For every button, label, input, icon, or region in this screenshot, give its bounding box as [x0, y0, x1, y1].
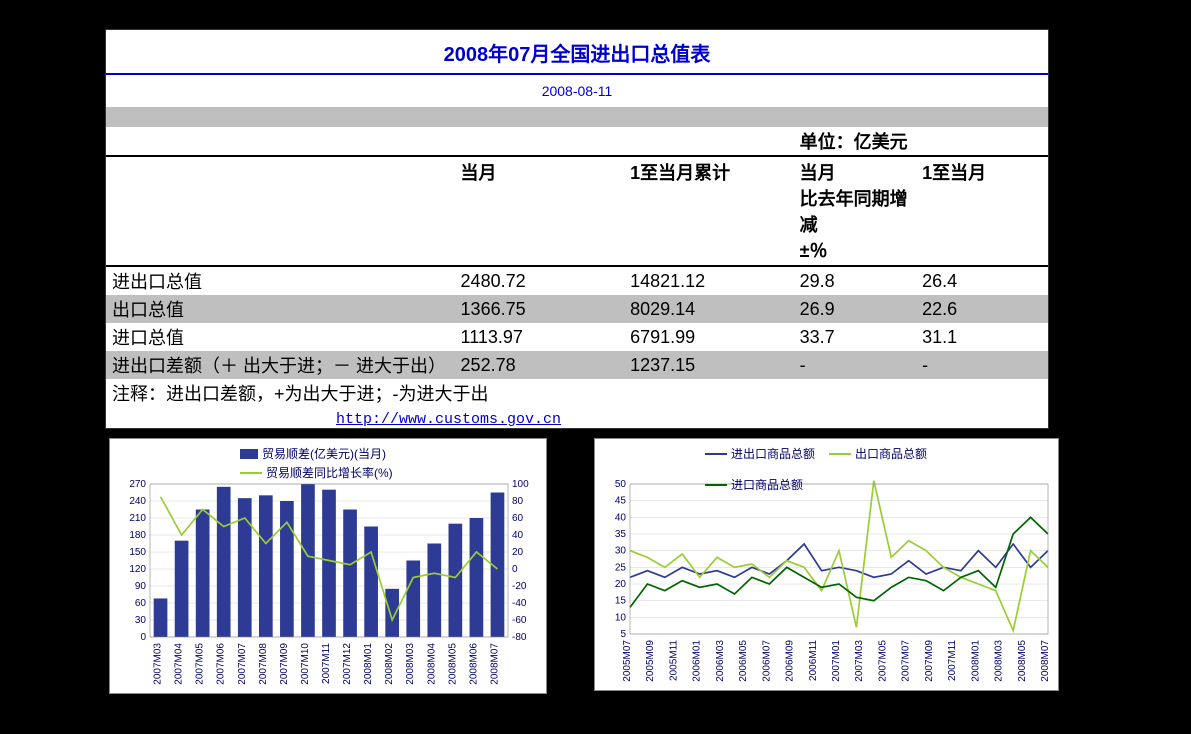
svg-text:25: 25 [615, 562, 627, 573]
svg-text:0: 0 [512, 564, 518, 575]
legend-item: 进出口商品总额 [705, 445, 815, 462]
header-col4: 当月 比去年同期增减 ±％ [794, 156, 916, 266]
svg-text:2008M01: 2008M01 [363, 643, 374, 685]
svg-text:2007M09: 2007M09 [924, 640, 935, 682]
svg-text:30: 30 [135, 615, 147, 626]
trade-table-panel: 2008年07月全国进出口总值表 2008-08-11 单位：亿美元 当月 1至… [105, 29, 1049, 429]
svg-text:20: 20 [615, 579, 627, 590]
svg-text:-80: -80 [512, 632, 527, 643]
svg-text:2008M03: 2008M03 [405, 643, 416, 685]
svg-text:2007M11: 2007M11 [321, 643, 332, 684]
svg-text:2007M07: 2007M07 [901, 640, 912, 682]
svg-text:2007M08: 2007M08 [258, 643, 269, 685]
svg-text:270: 270 [129, 479, 146, 490]
svg-text:0: 0 [140, 632, 146, 643]
svg-text:2006M07: 2006M07 [761, 640, 772, 682]
svg-text:2008M03: 2008M03 [994, 640, 1005, 682]
svg-text:2008M02: 2008M02 [384, 643, 395, 685]
svg-text:50: 50 [615, 479, 627, 490]
note-row: 注释：进出口差额，+为出大于进；-为进大于出 [106, 379, 1048, 407]
svg-text:2008M06: 2008M06 [468, 643, 479, 685]
svg-text:2007M05: 2007M05 [877, 640, 888, 682]
header-col5: 1至当月 [916, 156, 1048, 266]
legend-item: 进口商品总额 [705, 476, 803, 493]
svg-text:35: 35 [615, 529, 627, 540]
unit-label: 单位：亿美元 [794, 127, 1048, 156]
legend-item: 贸易顺差同比增长率(%) [240, 464, 393, 481]
chart2-legend: 进出口商品总额出口商品总额进口商品总额 [705, 445, 1035, 493]
svg-text:2008M01: 2008M01 [970, 640, 981, 682]
svg-text:2008M07: 2008M07 [489, 643, 500, 685]
svg-text:100: 100 [512, 479, 529, 490]
svg-text:30: 30 [615, 546, 627, 557]
chart-trade-totals: 进出口商品总额出口商品总额进口商品总额 5 10 15 20 25 30 35 40 45 50 2… [594, 438, 1059, 691]
legend-item: 出口商品总额 [829, 445, 927, 462]
table-date: 2008-08-11 [106, 75, 1048, 107]
svg-text:2007M09: 2007M09 [279, 643, 290, 685]
svg-text:2007M01: 2007M01 [831, 640, 842, 682]
svg-text:210: 210 [129, 513, 146, 524]
svg-text:60: 60 [135, 598, 147, 609]
svg-text:2005M09: 2005M09 [645, 640, 656, 682]
svg-text:2007M12: 2007M12 [342, 643, 353, 685]
header-col3: 1至当月累计 [624, 156, 794, 266]
svg-text:2007M06: 2007M06 [216, 643, 227, 685]
svg-text:2006M09: 2006M09 [785, 640, 796, 682]
table-title: 2008年07月全国进出口总值表 [106, 30, 1048, 75]
svg-text:5: 5 [620, 629, 626, 640]
svg-text:2007M05: 2007M05 [195, 643, 206, 685]
svg-text:2008M04: 2008M04 [426, 643, 437, 685]
table-row: 进出口总值2480.7214821.1229.826.4 [106, 266, 1048, 295]
svg-text:240: 240 [129, 496, 146, 507]
svg-text:2008M05: 2008M05 [447, 643, 458, 685]
chart1-legend: 贸易顺差(亿美元)(当月) 贸易顺差同比增长率(%) [240, 445, 393, 481]
svg-text:-20: -20 [512, 581, 527, 592]
svg-text:120: 120 [129, 564, 146, 575]
svg-text:2008M05: 2008M05 [1017, 640, 1028, 682]
svg-text:2007M03: 2007M03 [854, 640, 865, 682]
data-table: 单位：亿美元 当月 1至当月累计 当月 比去年同期增减 ±％ 1至当月 进出口总… [106, 127, 1048, 407]
gray-strip [106, 107, 1048, 127]
header-row: 当月 1至当月累计 当月 比去年同期增减 ±％ 1至当月 [106, 156, 1048, 266]
table-row: 进口总值1113.976791.9933.731.1 [106, 323, 1048, 351]
svg-text:10: 10 [615, 612, 627, 623]
svg-text:2007M11: 2007M11 [947, 640, 958, 681]
svg-text:180: 180 [129, 530, 146, 541]
svg-text:80: 80 [512, 496, 524, 507]
svg-text:2006M11: 2006M11 [808, 640, 819, 681]
svg-text:2006M01: 2006M01 [692, 640, 703, 682]
svg-text:2005M11: 2005M11 [668, 640, 679, 681]
svg-text:2006M05: 2006M05 [738, 640, 749, 682]
svg-text:40: 40 [512, 530, 524, 541]
svg-text:2005M07: 2005M07 [622, 640, 633, 682]
svg-text:15: 15 [615, 596, 627, 607]
table-row: 进出口差额（＋ 出大于进；－ 进大于出）252.781237.15-- [106, 351, 1048, 379]
legend-item: 贸易顺差(亿美元)(当月) [240, 445, 393, 462]
svg-text:90: 90 [135, 581, 147, 592]
svg-text:2007M03: 2007M03 [153, 643, 164, 685]
svg-text:45: 45 [615, 496, 627, 507]
svg-text:2006M03: 2006M03 [715, 640, 726, 682]
chart-trade-surplus: 贸易顺差(亿美元)(当月) 贸易顺差同比增长率(%) 0 30 60 90 120 150 1… [109, 438, 547, 694]
source-link[interactable]: http://www.customs.gov.cn [106, 407, 1048, 428]
header-col2: 当月 [455, 156, 625, 266]
svg-text:20: 20 [512, 547, 524, 558]
table-row: 出口总值1366.758029.1426.922.6 [106, 295, 1048, 323]
unit-row: 单位：亿美元 [106, 127, 1048, 156]
svg-text:2008M07: 2008M07 [1040, 640, 1051, 682]
svg-text:40: 40 [615, 512, 627, 523]
svg-text:150: 150 [129, 547, 146, 558]
svg-text:2007M10: 2007M10 [300, 643, 311, 685]
svg-text:60: 60 [512, 513, 524, 524]
svg-text:-40: -40 [512, 598, 527, 609]
svg-text:-60: -60 [512, 615, 527, 626]
svg-text:2007M04: 2007M04 [174, 643, 185, 685]
svg-text:2007M07: 2007M07 [237, 643, 248, 685]
